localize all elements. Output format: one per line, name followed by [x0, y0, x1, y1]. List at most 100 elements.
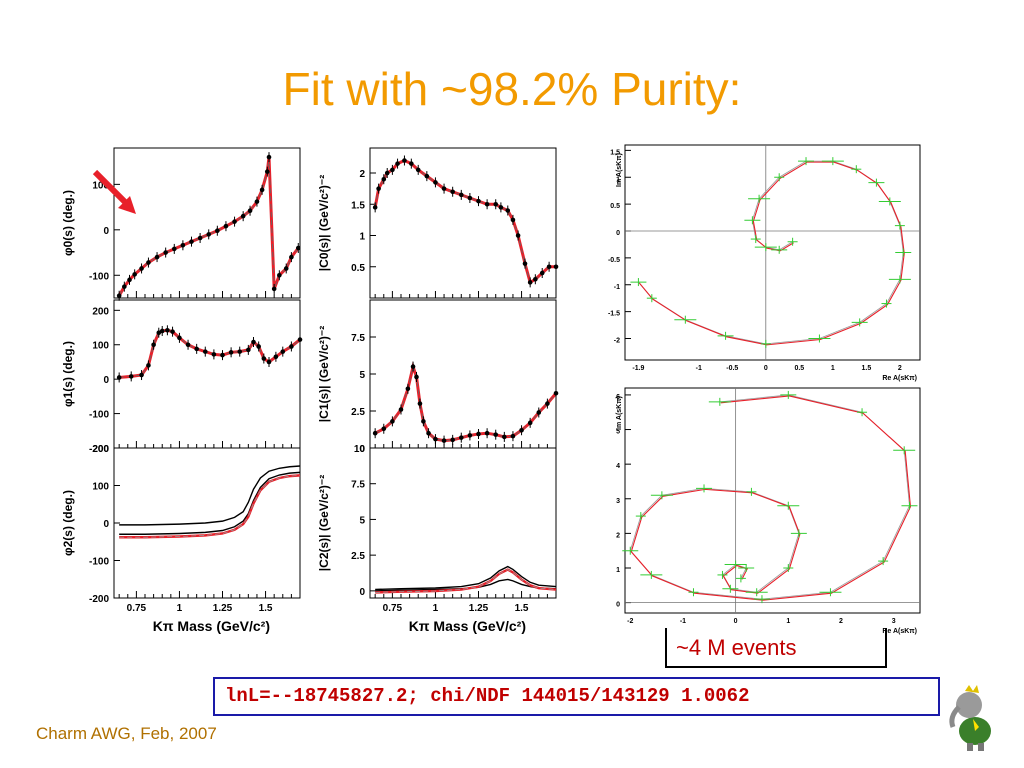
data-point [247, 208, 253, 214]
babar-mascot-icon [949, 685, 991, 751]
panel-c0: 0.5 1 1.5 2 |C0(s)| (GeV/c²)⁻² [317, 147, 559, 299]
data-point [256, 344, 261, 349]
data-point [533, 276, 538, 282]
fit-curve-dashed [375, 569, 557, 593]
x-axis-label: Kπ Mass (GeV/c²) [153, 618, 270, 634]
x-tick-label: -2 [627, 618, 633, 625]
y-tick-label: 100 [92, 341, 109, 352]
data-point [450, 189, 455, 195]
data-point [163, 250, 168, 255]
data-point [395, 161, 400, 166]
data-point [405, 386, 411, 392]
data-point [515, 233, 521, 238]
y-tick-label: -1.5 [608, 311, 620, 318]
data-curve [375, 565, 557, 591]
y-tick-label: -2 [614, 338, 620, 345]
data-point [128, 374, 134, 379]
data-point [206, 232, 212, 237]
data-point [202, 349, 208, 354]
y-tick-label: 10 [354, 444, 366, 455]
data-point [223, 223, 229, 229]
fit-curve-dashed [119, 474, 301, 538]
y-tick-label: 1 [359, 232, 365, 243]
data-point [510, 433, 516, 439]
data-point [522, 261, 528, 266]
data-point [467, 195, 473, 201]
y-axis-label: Im A(sKπ) [616, 153, 623, 187]
x-axis-label: Re A(sKπ) [882, 375, 917, 382]
panel-frame [369, 447, 557, 599]
data-point [527, 420, 533, 426]
data-point [189, 239, 194, 244]
x-tick-label: 1 [831, 365, 835, 372]
fit-curve [117, 156, 300, 297]
y-axis-label: |C1(s)| (GeV/c²)⁻² [317, 326, 331, 422]
y-tick-label: -100 [89, 557, 109, 568]
data-point [139, 372, 144, 378]
data-point [539, 270, 545, 276]
data-point [156, 330, 162, 335]
y-tick-label: 0.5 [351, 263, 365, 274]
x-tick-label: -0.5 [726, 365, 738, 372]
y-tick-label: 3 [616, 498, 620, 505]
y-tick-label: 1 [616, 567, 620, 574]
y-tick-label: 1 [616, 176, 620, 183]
data-point [398, 407, 404, 412]
panel-phi1: -200 -100 0 100 200 φ1(s) (deg.) [61, 299, 303, 455]
x-tick-label: 1 [433, 603, 439, 614]
data-point [381, 176, 387, 182]
x-tick-label: 2 [898, 365, 902, 372]
red-arrow-annotation [92, 169, 136, 214]
data-point [266, 359, 272, 365]
fit-curve [119, 328, 301, 379]
data-point [553, 264, 559, 270]
events-label: ~4 M events [676, 635, 797, 660]
data-point [390, 419, 395, 424]
data-point [505, 208, 511, 213]
panel-argand_bottom: 0 1 2 3 4 5 6 -2 -1 0 1 2 3 Im A(sKπ) Re A(sKπ) [616, 387, 921, 635]
y-tick-label: -100 [89, 410, 109, 421]
data-point [127, 277, 132, 283]
y-tick-label: 5 [359, 515, 365, 526]
panel-frame [113, 147, 301, 299]
y-tick-label: 2.5 [351, 407, 365, 418]
data-point [410, 364, 416, 369]
slide-title: Fit with ~98.2% Purity: [282, 63, 742, 115]
x-tick-label: 1.25 [213, 603, 233, 614]
data-point [215, 228, 220, 234]
x-tick-label: 0.75 [127, 603, 147, 614]
panel-phi2: -200 -100 0 100 200 0.75 1 1.25 1.5 φ2(s) (deg.) K… [61, 444, 301, 634]
data-point [246, 347, 251, 353]
fit-curve [374, 361, 558, 443]
data-point [546, 264, 552, 270]
data-point [280, 349, 286, 354]
y-tick-label: 2 [616, 532, 620, 539]
data-point [283, 266, 289, 271]
data-point [289, 254, 294, 260]
panel-frame [369, 147, 557, 299]
panel-argand_top: -2 -1.5 -1 -0.5 0 0.5 1 1.5 -1.9 -1 -0.5 0 0.5 1 1.5 2 I… [608, 144, 921, 382]
x-axis-label: Kπ Mass (GeV/c²) [409, 618, 526, 634]
data-point [510, 217, 516, 223]
data-point [381, 426, 387, 432]
data-point [372, 205, 378, 210]
fit-stats-box: lnL=--18745827.2; chi/NDF 144015/143129 … [213, 677, 940, 716]
y-axis-label: Im A(sKπ) [616, 396, 623, 430]
x-tick-label: 0 [764, 365, 768, 372]
panel-frame [624, 144, 921, 361]
x-tick-label: 2 [839, 618, 843, 625]
data-point [116, 293, 122, 299]
data-point [266, 154, 272, 160]
data-point [240, 213, 246, 219]
data-point [426, 430, 431, 436]
data-point [146, 260, 151, 265]
y-tick-label: 0 [103, 519, 109, 530]
y-tick-label: 1.5 [610, 149, 620, 156]
y-tick-label: 0 [616, 602, 620, 609]
panel-frame [624, 387, 921, 614]
x-tick-label: 1.5 [861, 365, 871, 372]
data-point [177, 335, 182, 341]
y-tick-label: 0 [359, 444, 365, 455]
data-point [139, 266, 144, 271]
x-tick-label: 0 [734, 618, 738, 625]
